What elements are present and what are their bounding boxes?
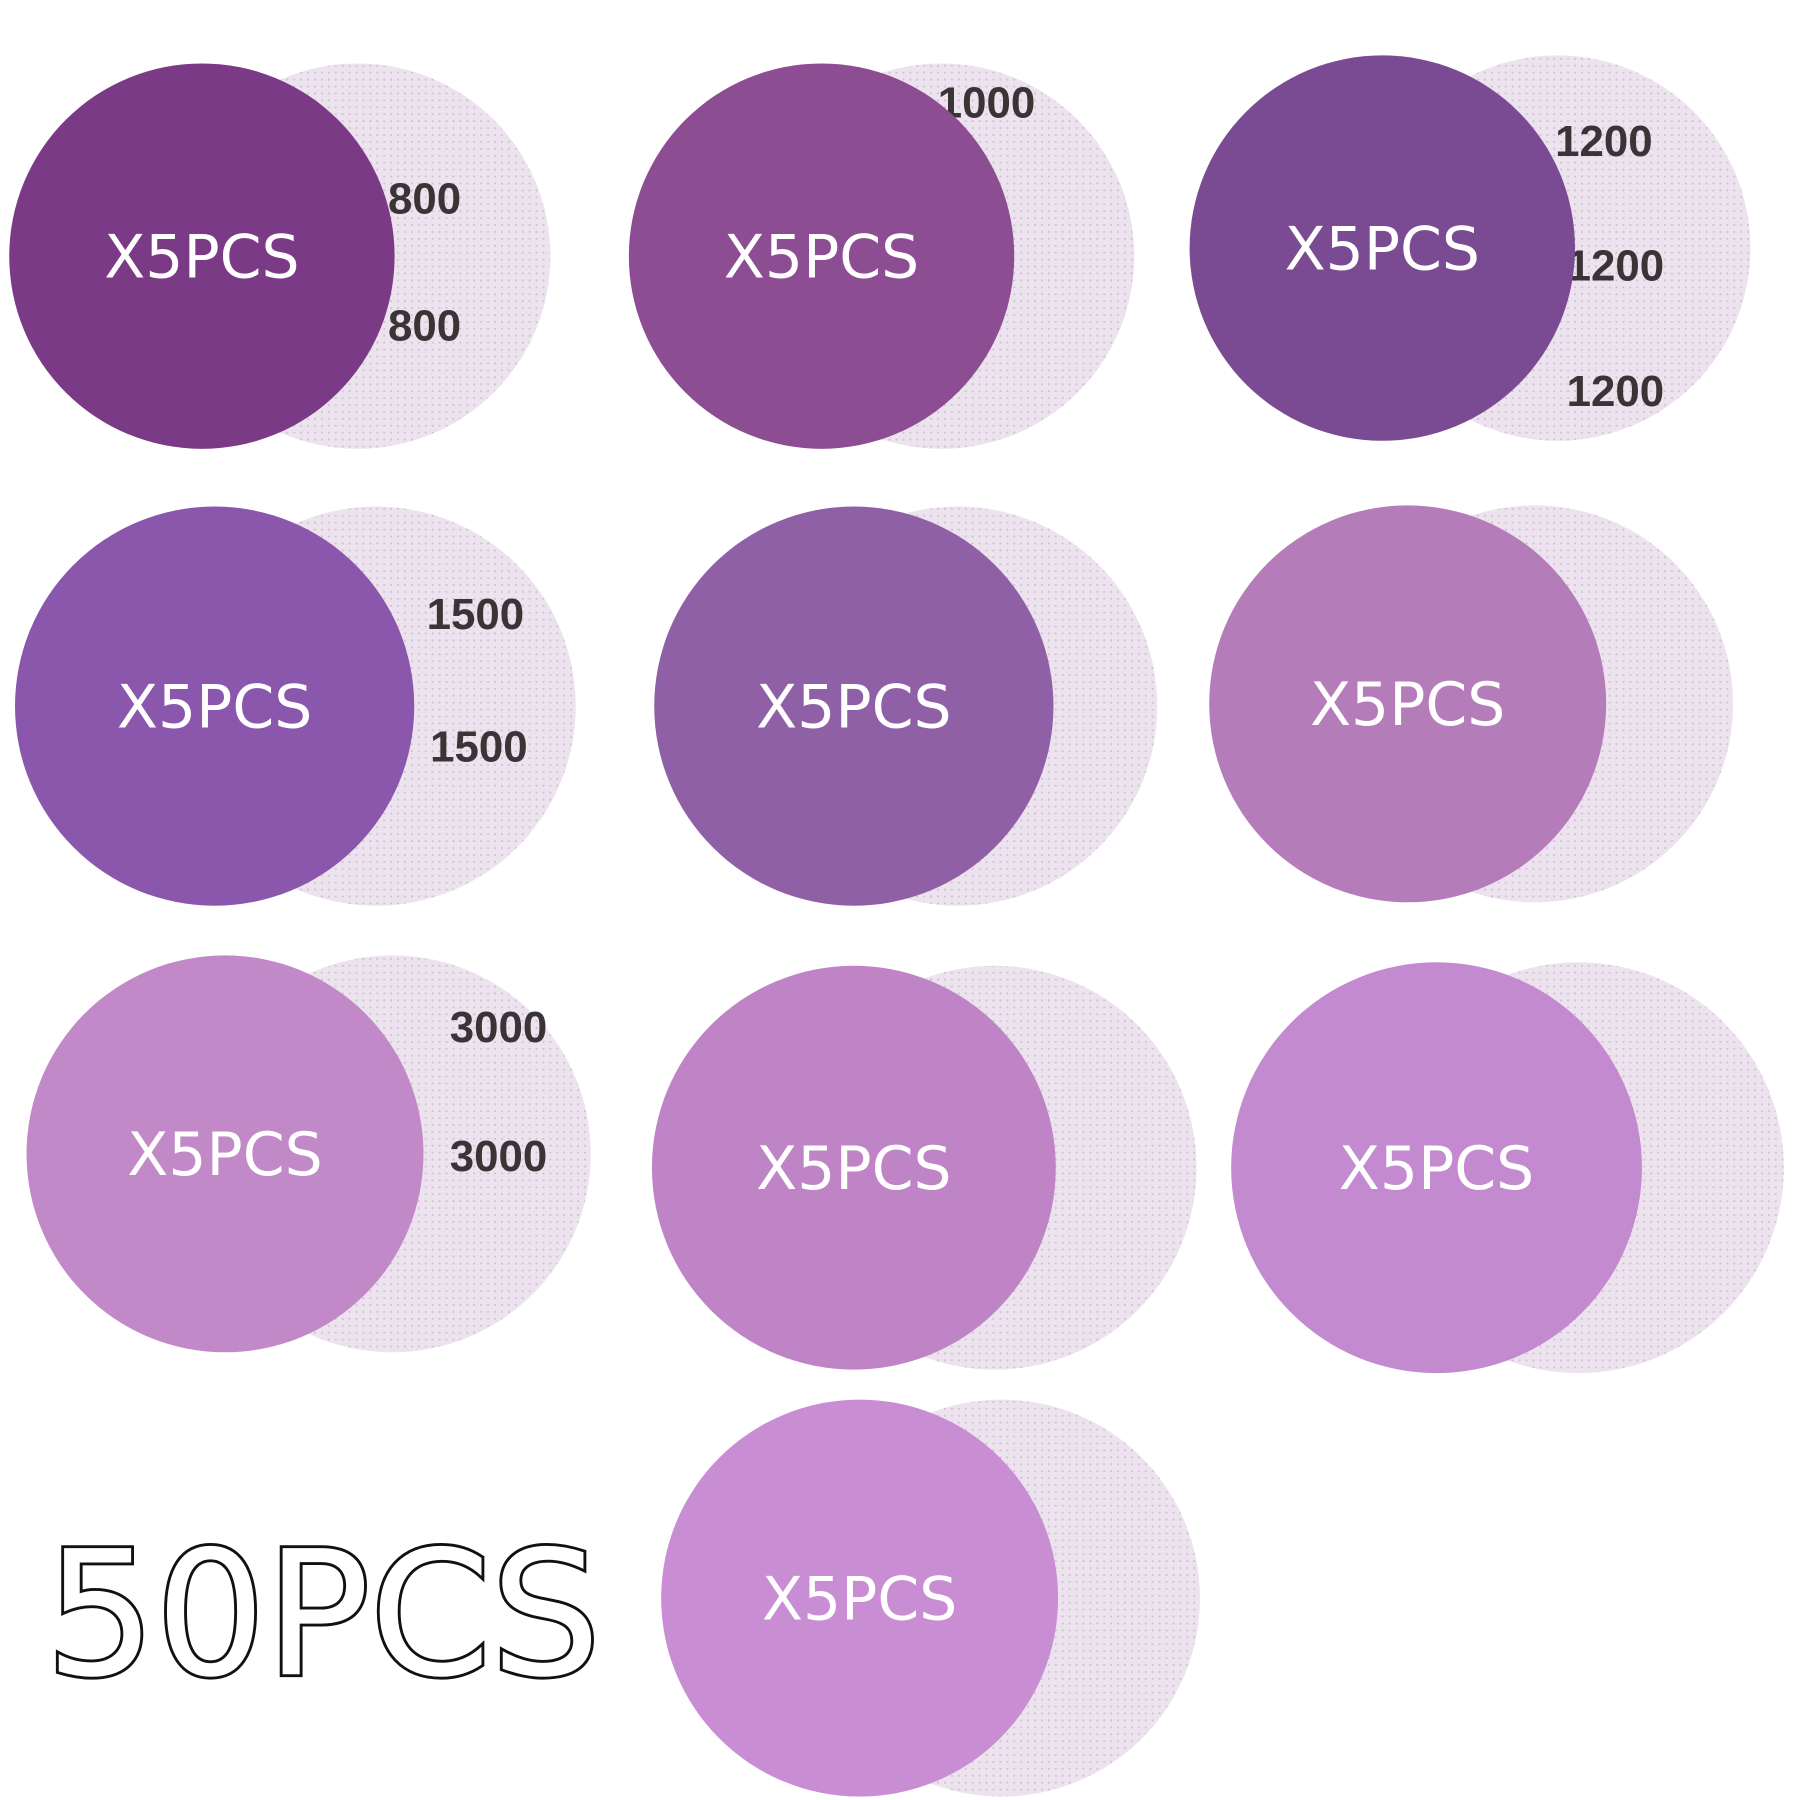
disc-count: X5PCS <box>762 1564 957 1634</box>
grit-label: 3000 <box>450 1132 548 1181</box>
disc-group: 800800X5PCS1000X5PCS120012001200X5PCS150… <box>9 55 1784 1797</box>
disc-pair: X5PCS <box>654 506 1158 906</box>
disc-count: X5PCS <box>117 672 312 742</box>
disc-pair: 3000 3000 X5PCS <box>26 955 591 1353</box>
grit-label: 800 <box>388 301 461 350</box>
grit-label: 800 <box>388 175 461 224</box>
disc-front <box>651 965 1056 1370</box>
grit-label: 3000 <box>450 1003 548 1052</box>
disc-count: X5PCS <box>756 1134 951 1204</box>
disc-front <box>26 955 424 1353</box>
disc-pair: 1200 1200 1200 X5PCS <box>1189 55 1751 441</box>
disc-count: X5PCS <box>756 672 951 742</box>
grit-label: 1200 <box>1567 241 1665 290</box>
grit-label: 1500 <box>430 723 528 772</box>
disc-front <box>1189 55 1575 441</box>
disc-front <box>15 506 415 906</box>
disc-front <box>1209 505 1607 903</box>
disc-front <box>9 63 395 449</box>
grit-label: 1200 <box>1555 117 1653 166</box>
disc-count: X5PCS <box>1285 214 1480 284</box>
disc-pair: X5PCS <box>1231 962 1784 1374</box>
disc-count: X5PCS <box>127 1120 322 1190</box>
grit-label: 1200 <box>1567 367 1665 416</box>
disc-count: X5PCS <box>104 222 299 292</box>
disc-pair: 800 800 X5PCS <box>9 63 551 449</box>
disc-front <box>661 1399 1059 1797</box>
disc-front <box>628 63 1015 449</box>
disc-front <box>1231 962 1642 1374</box>
disc-front <box>654 506 1054 906</box>
disc-count: X5PCS <box>1310 670 1505 740</box>
disc-pair: X5PCS <box>1209 505 1734 903</box>
disc-count: X5PCS <box>724 222 919 292</box>
disc-pair: X5PCS <box>651 965 1197 1370</box>
grit-label: 1500 <box>427 590 525 639</box>
disc-pair: 1500 1500 X5PCS <box>15 506 576 906</box>
disc-pair: X5PCS <box>661 1399 1200 1797</box>
disc-count: X5PCS <box>1339 1134 1534 1204</box>
total-count: 50PCS <box>45 1513 600 1715</box>
